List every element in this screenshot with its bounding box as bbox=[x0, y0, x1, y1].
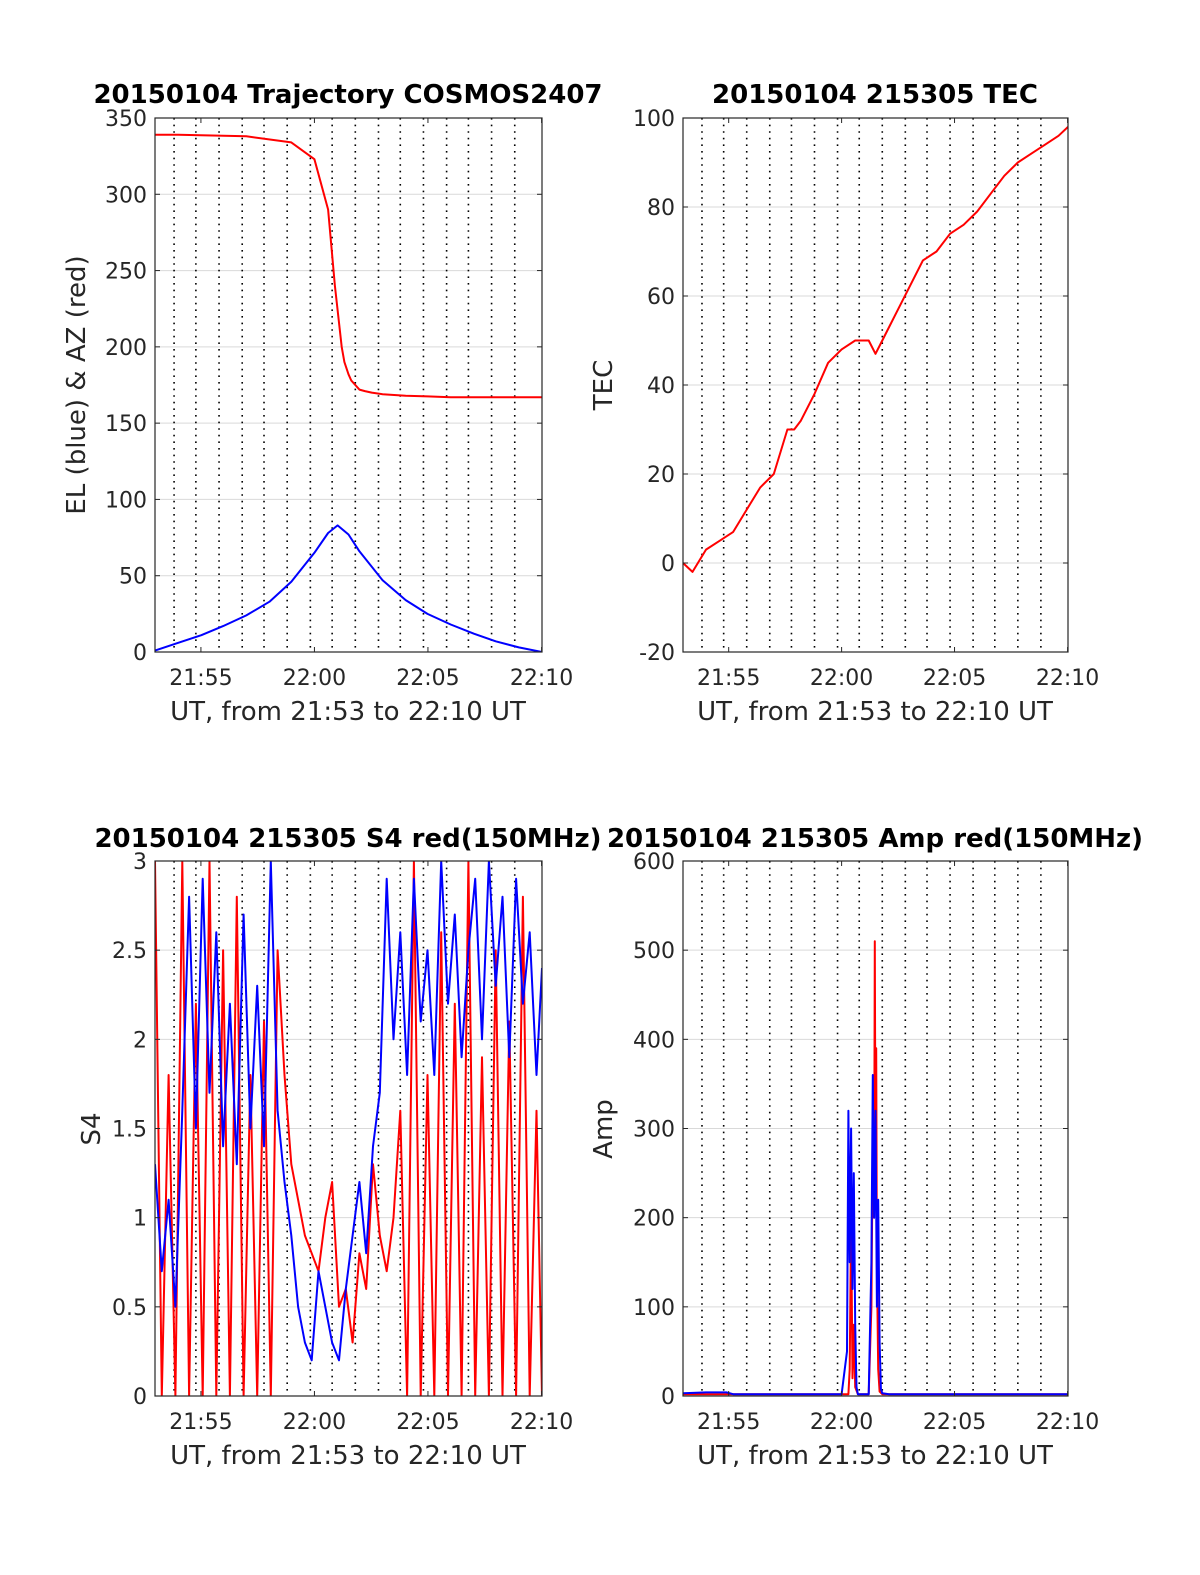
panel-title: 20150104 Trajectory COSMOS2407 bbox=[93, 80, 602, 110]
y-tick-label: 50 bbox=[119, 565, 147, 590]
series-group bbox=[155, 861, 542, 1396]
panel-amp: 20150104 215305 Amp red(150MHz) UT, from… bbox=[589, 824, 1143, 1471]
x-tick-label: 22:05 bbox=[396, 1410, 459, 1435]
x-tick-label: 22:10 bbox=[1036, 666, 1099, 691]
panel-title: 20150104 215305 Amp red(150MHz) bbox=[607, 824, 1143, 854]
y-tick-label: 200 bbox=[633, 1207, 675, 1232]
chart-panel-2: -20 0 20 40 60 80 100 21:55 22:00 22:05 22:10 bbox=[633, 107, 1099, 691]
series-line-red bbox=[155, 861, 542, 1396]
panel-title: 20150104 215305 TEC bbox=[712, 80, 1038, 110]
x-tick-label: 22:10 bbox=[510, 1410, 573, 1435]
x-tick-label: 21:55 bbox=[697, 666, 760, 691]
x-axis-label: UT, from 21:53 to 22:10 UT bbox=[170, 697, 526, 727]
series-line-red bbox=[683, 126, 1068, 573]
chart-panel-1: 0 50 100 150 200 250 300 350 21:55 22:00 22:05 22:1… bbox=[105, 107, 573, 691]
y-tick-label: 1.5 bbox=[112, 1118, 147, 1143]
y-axis-label: EL (blue) & AZ (red) bbox=[62, 255, 92, 514]
series-group bbox=[155, 133, 542, 652]
x-axis-label: UT, from 21:53 to 22:10 UT bbox=[697, 1441, 1053, 1471]
y-tick-label: 300 bbox=[633, 1118, 675, 1143]
x-tick-label: 22:00 bbox=[810, 666, 873, 691]
series-group bbox=[683, 126, 1068, 573]
y-tick-label: 20 bbox=[647, 463, 675, 488]
x-tick-label: 22:05 bbox=[396, 666, 459, 691]
y-tick-label: 100 bbox=[105, 488, 147, 513]
series-line-red bbox=[155, 133, 542, 399]
y-tick-label: 500 bbox=[633, 939, 675, 964]
y-tick-label: 150 bbox=[105, 412, 147, 437]
x-axis-label: UT, from 21:53 to 22:10 UT bbox=[697, 697, 1053, 727]
panel-s4: 20150104 215305 S4 red(150MHz) UT, from … bbox=[77, 824, 602, 1471]
y-tick-label: 3 bbox=[133, 850, 147, 875]
y-tick-label: 0 bbox=[133, 1385, 147, 1410]
panel-tec: 20150104 215305 TEC UT, from 21:53 to 22… bbox=[589, 80, 1053, 727]
y-tick-label: 1 bbox=[133, 1207, 147, 1232]
x-tick-label: 22:05 bbox=[923, 1410, 986, 1435]
y-tick-label: 2.5 bbox=[112, 939, 147, 964]
y-axis-label: Amp bbox=[589, 1099, 619, 1159]
y-tick-label: 100 bbox=[633, 1296, 675, 1321]
series-line-blue bbox=[155, 861, 542, 1362]
y-tick-label: 60 bbox=[647, 285, 675, 310]
x-tick-label: 22:05 bbox=[923, 666, 986, 691]
chart-panel-4: 0 100 200 300 400 500 600 21:55 22:00 22:05 22:10 bbox=[633, 850, 1099, 1435]
y-tick-label: 100 bbox=[633, 107, 675, 132]
x-tick-label: 21:55 bbox=[169, 1410, 232, 1435]
y-tick-label: 200 bbox=[105, 336, 147, 361]
y-tick-label: 0 bbox=[661, 552, 675, 577]
x-tick-label: 21:55 bbox=[697, 1410, 760, 1435]
x-tick-label: 22:00 bbox=[283, 666, 346, 691]
y-tick-label: 80 bbox=[647, 196, 675, 221]
x-axis-label: UT, from 21:53 to 22:10 UT bbox=[170, 1441, 526, 1471]
panel-trajectory: 20150104 Trajectory COSMOS2407 UT, from … bbox=[62, 80, 603, 727]
y-tick-label: 400 bbox=[633, 1028, 675, 1053]
y-tick-label: 40 bbox=[647, 374, 675, 399]
series-line-blue bbox=[155, 524, 542, 652]
y-tick-label: 600 bbox=[633, 850, 675, 875]
x-tick-label: 22:10 bbox=[510, 666, 573, 691]
y-axis-label: TEC bbox=[589, 360, 619, 411]
chart-panel-3: 0 0.5 1 1.5 2 2.5 3 21:55 22:00 22:05 22:10 bbox=[112, 850, 573, 1435]
y-axis-label: S4 bbox=[77, 1112, 107, 1145]
y-tick-label: 350 bbox=[105, 107, 147, 132]
y-tick-label: 0.5 bbox=[112, 1296, 147, 1321]
y-tick-label: -20 bbox=[639, 641, 675, 666]
y-tick-label: 250 bbox=[105, 260, 147, 285]
series-group bbox=[683, 940, 1068, 1396]
axes-box bbox=[154, 117, 543, 653]
x-tick-label: 22:10 bbox=[1036, 1410, 1099, 1435]
panel-title: 20150104 215305 S4 red(150MHz) bbox=[94, 824, 601, 854]
x-tick-label: 22:00 bbox=[810, 1410, 873, 1435]
x-tick-label: 22:00 bbox=[283, 1410, 346, 1435]
y-tick-label: 0 bbox=[133, 641, 147, 666]
y-tick-label: 0 bbox=[661, 1385, 675, 1410]
series-line-blue bbox=[683, 1074, 1068, 1396]
y-tick-label: 2 bbox=[133, 1028, 147, 1053]
y-tick-label: 300 bbox=[105, 183, 147, 208]
x-tick-label: 21:55 bbox=[169, 666, 232, 691]
